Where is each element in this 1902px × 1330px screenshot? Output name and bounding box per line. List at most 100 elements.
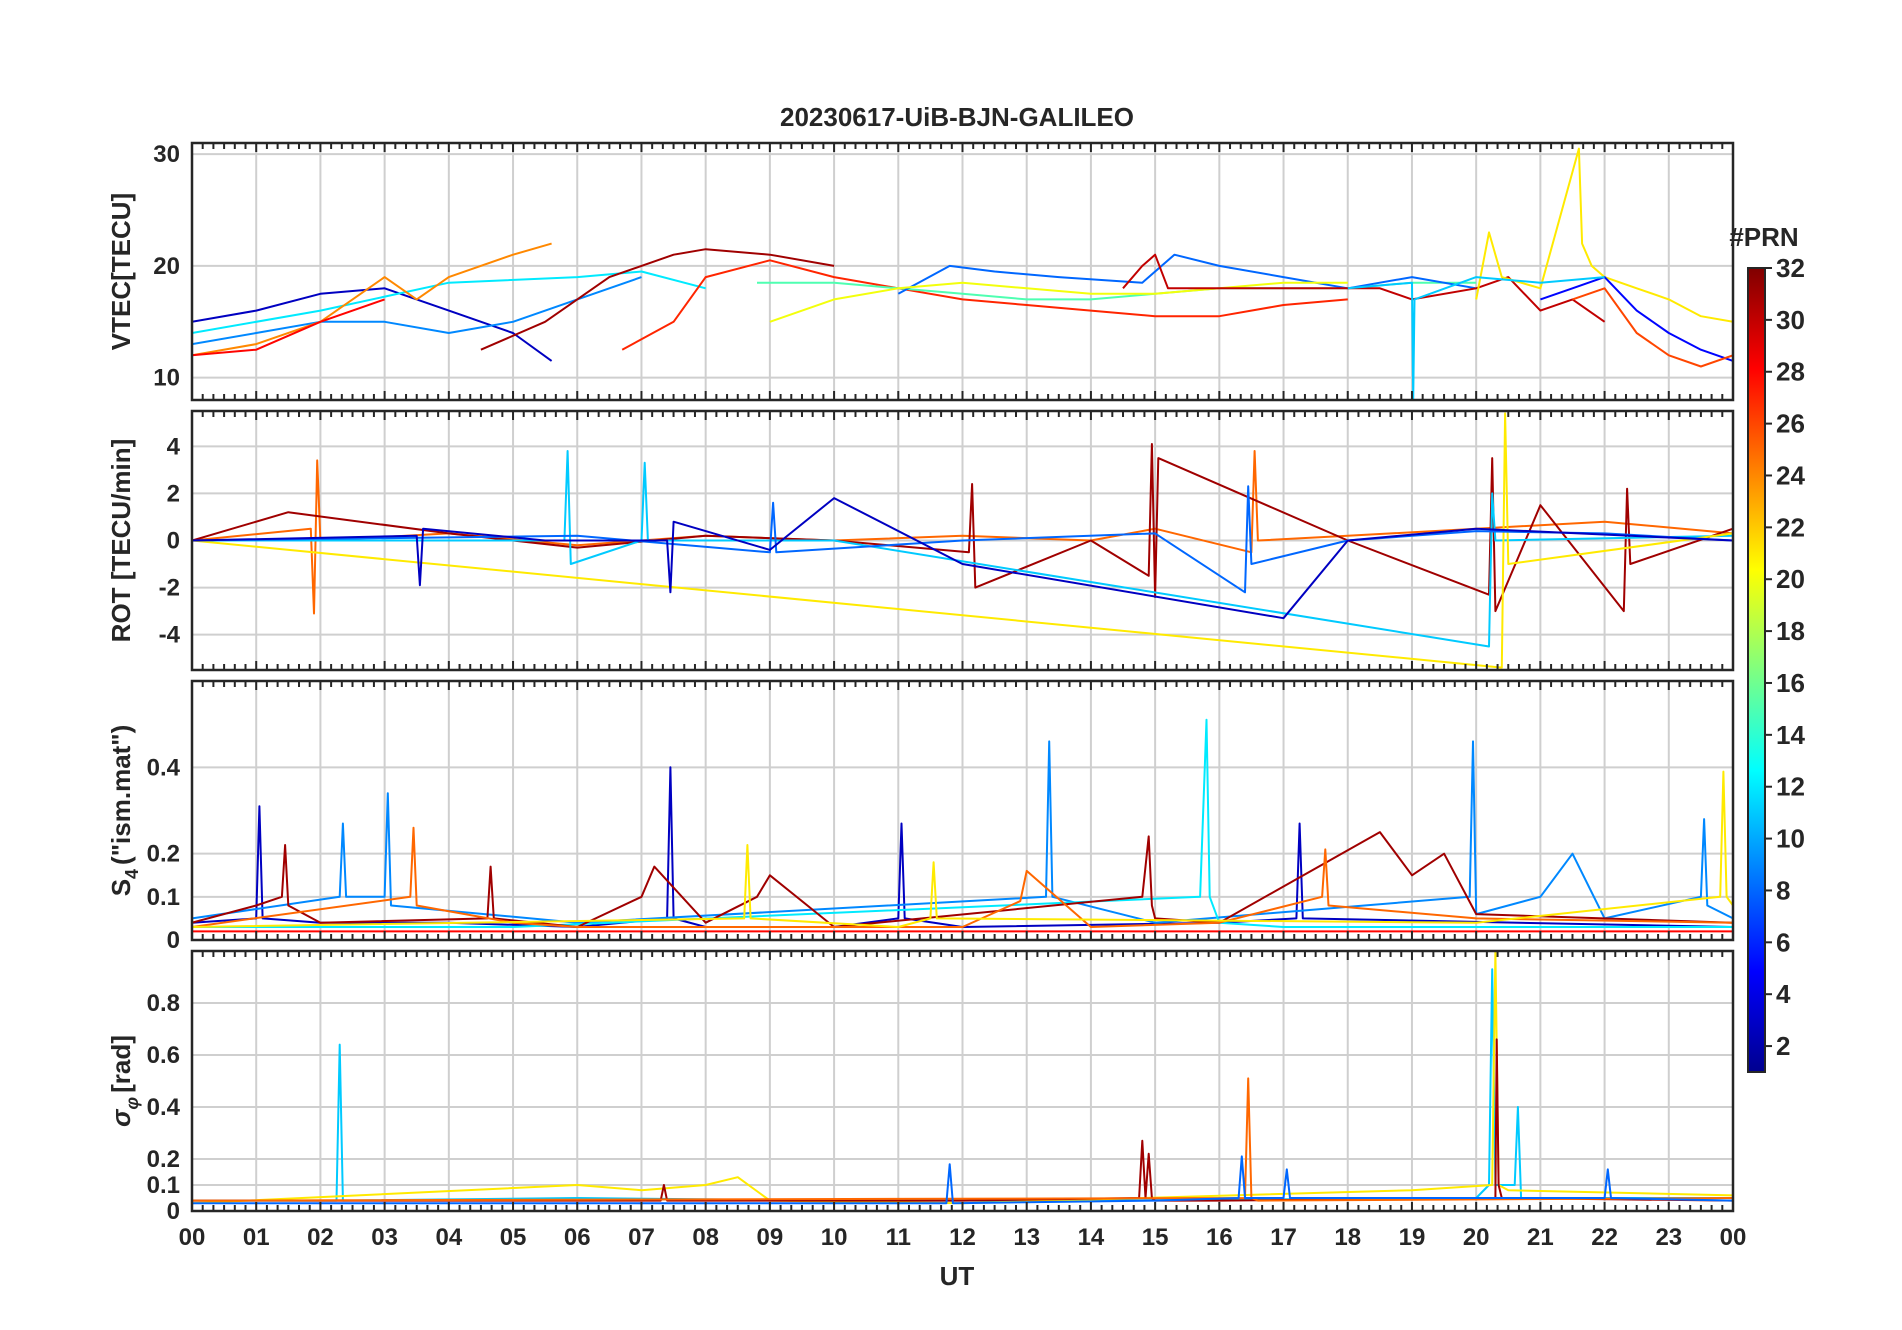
- series-line-prn-20: [769, 281, 1348, 323]
- y-tick-label: 30: [153, 141, 180, 168]
- y-tick-label: 0: [167, 528, 180, 555]
- x-tick-label: 01: [243, 1224, 270, 1251]
- y-label-rest: [rad]: [106, 1035, 136, 1093]
- x-tick-label: 08: [692, 1224, 719, 1251]
- series-line-prn-5: [1540, 276, 1733, 362]
- series-line-prn-31: [192, 831, 1733, 928]
- colorbar-tick-label: 2: [1776, 1031, 1790, 1061]
- panel-s4: 0 0.1 0.2 0.4 S4 ("ism.mat"): [106, 679, 1735, 954]
- colorbar-tick-label: 22: [1776, 512, 1805, 542]
- y-tick-label: 20: [153, 253, 180, 280]
- series-line-prn-30: [1122, 253, 1606, 323]
- series-group: [192, 412, 1733, 669]
- y-axis-label: ROT [TECU/min]: [106, 439, 136, 643]
- x-tick-label: 04: [435, 1224, 462, 1251]
- series-line-prn-3: [192, 497, 1733, 620]
- x-tick-label: 21: [1527, 1224, 1554, 1251]
- x-tick-label: 12: [949, 1224, 976, 1251]
- y-tick-label: 2: [167, 480, 180, 507]
- y-label-main: S: [106, 879, 136, 896]
- colorbar-tick-label: 30: [1776, 305, 1805, 335]
- x-tick-label: 00: [179, 1224, 206, 1251]
- y-tick-label: 0.4: [147, 1094, 181, 1121]
- x-tick-label: 20: [1463, 1224, 1490, 1251]
- y-label-sub: 4: [122, 869, 142, 879]
- figure-title: 20230617-UiB-BJN-GALILEO: [780, 102, 1134, 132]
- y-tick-label: 0.2: [147, 841, 180, 868]
- y-label-rest: ("ism.mat"): [106, 725, 136, 865]
- series-line-prn-8: [897, 253, 1477, 295]
- y-axis-label: S4 ("ism.mat"): [106, 725, 142, 897]
- series-line-prn-31: [192, 1038, 1733, 1202]
- colorbar-tick-label: 8: [1776, 875, 1790, 905]
- x-tick-label: 18: [1334, 1224, 1361, 1251]
- colorbar-tick-label: 20: [1776, 564, 1805, 594]
- series-line-prn-24: [192, 242, 552, 357]
- x-tick-label: 19: [1399, 1224, 1426, 1251]
- colorbar-tick-label: 24: [1776, 460, 1805, 490]
- x-tick-label: 17: [1270, 1224, 1297, 1251]
- x-tick-label: 22: [1591, 1224, 1618, 1251]
- x-tick-label: 10: [821, 1224, 848, 1251]
- series-line-prn-26: [1572, 287, 1733, 368]
- y-tick-label: 10: [153, 365, 180, 392]
- series-group: [192, 147, 1733, 400]
- x-tick-label: 05: [500, 1224, 527, 1251]
- series-line-prn-3: [192, 287, 553, 362]
- x-axis-label: UT: [940, 1261, 975, 1291]
- series-line-prn-28: [192, 298, 385, 357]
- x-tick-label: 09: [757, 1224, 784, 1251]
- x-tick-label: 15: [1142, 1224, 1169, 1251]
- series-line-prn-21: [192, 770, 1733, 928]
- y-tick-label: 0.1: [147, 1172, 180, 1199]
- panel-sigma_phi: 00.10.2 0.4 0.6 0.8 σφ [rad]: [106, 949, 1735, 1225]
- series-line-prn-8: [192, 1155, 1733, 1205]
- colorbar-tick-label: 4: [1776, 979, 1791, 1009]
- colorbar-tick-label: 10: [1776, 824, 1805, 854]
- panel-rot: -4 -2 0 2 4 ROT [TECU/min]: [106, 409, 1735, 672]
- colorbar-tick-label: 16: [1776, 668, 1805, 698]
- x-tick-label: 13: [1013, 1224, 1040, 1251]
- y-tick-label: 0: [167, 927, 180, 954]
- series-line-prn-11: [192, 450, 1733, 648]
- x-tick-label: 00: [1720, 1224, 1747, 1251]
- series-line-prn-11: [1347, 276, 1605, 400]
- y-tick-label: 0.6: [147, 1042, 180, 1069]
- colorbar-tick-label: 28: [1776, 357, 1805, 387]
- series-line-prn-21: [192, 412, 1733, 669]
- x-tick-label: 23: [1655, 1224, 1682, 1251]
- x-tick-label: 07: [628, 1224, 655, 1251]
- x-tick-label: 11: [886, 1224, 911, 1251]
- series-line-prn-21: [1475, 147, 1733, 323]
- series-line-prn-9: [192, 276, 642, 346]
- colorbar-tick-label: 14: [1776, 720, 1805, 750]
- colorbar-label: #PRN: [1729, 222, 1798, 252]
- colorbar-scale: [1747, 267, 1766, 1073]
- series-line-prn-9: [192, 740, 1733, 924]
- series-line-prn-12: [192, 270, 706, 334]
- x-tick-label: 02: [307, 1224, 334, 1251]
- panel-vtec: 10 20 30 VTEC[TECU]: [106, 141, 1735, 402]
- colorbar-tick-label: 32: [1776, 253, 1805, 283]
- colorbar-tick-label: 6: [1776, 927, 1790, 957]
- x-tick-label: 06: [564, 1224, 591, 1251]
- colorbar-tick-label: 26: [1776, 409, 1805, 439]
- x-tick-label: 03: [371, 1224, 398, 1251]
- y-axis-label: VTEC[TECU]: [106, 193, 136, 350]
- colorbar-tick-label: 18: [1776, 616, 1805, 646]
- x-tick-labels: 00 01 02 03 04 05 06 07 08 09 10 11 12 13 14 15 16 17 18 19…: [179, 1224, 1747, 1251]
- series-line-prn-31: [480, 248, 835, 351]
- series-line-prn-12: [192, 718, 1733, 928]
- y-tick-label: 0: [167, 1198, 180, 1225]
- series-line-prn-25: [192, 826, 1733, 928]
- y-tick-label: -4: [159, 622, 181, 649]
- y-tick-label: 0.8: [147, 990, 180, 1017]
- y-tick-label: 0.4: [147, 754, 181, 781]
- y-tick-label: 0.1: [147, 884, 180, 911]
- y-label-sub: φ: [122, 1097, 142, 1110]
- series-line-prn-25: [192, 1077, 1733, 1202]
- y-tick-label: 0.2: [147, 1146, 180, 1173]
